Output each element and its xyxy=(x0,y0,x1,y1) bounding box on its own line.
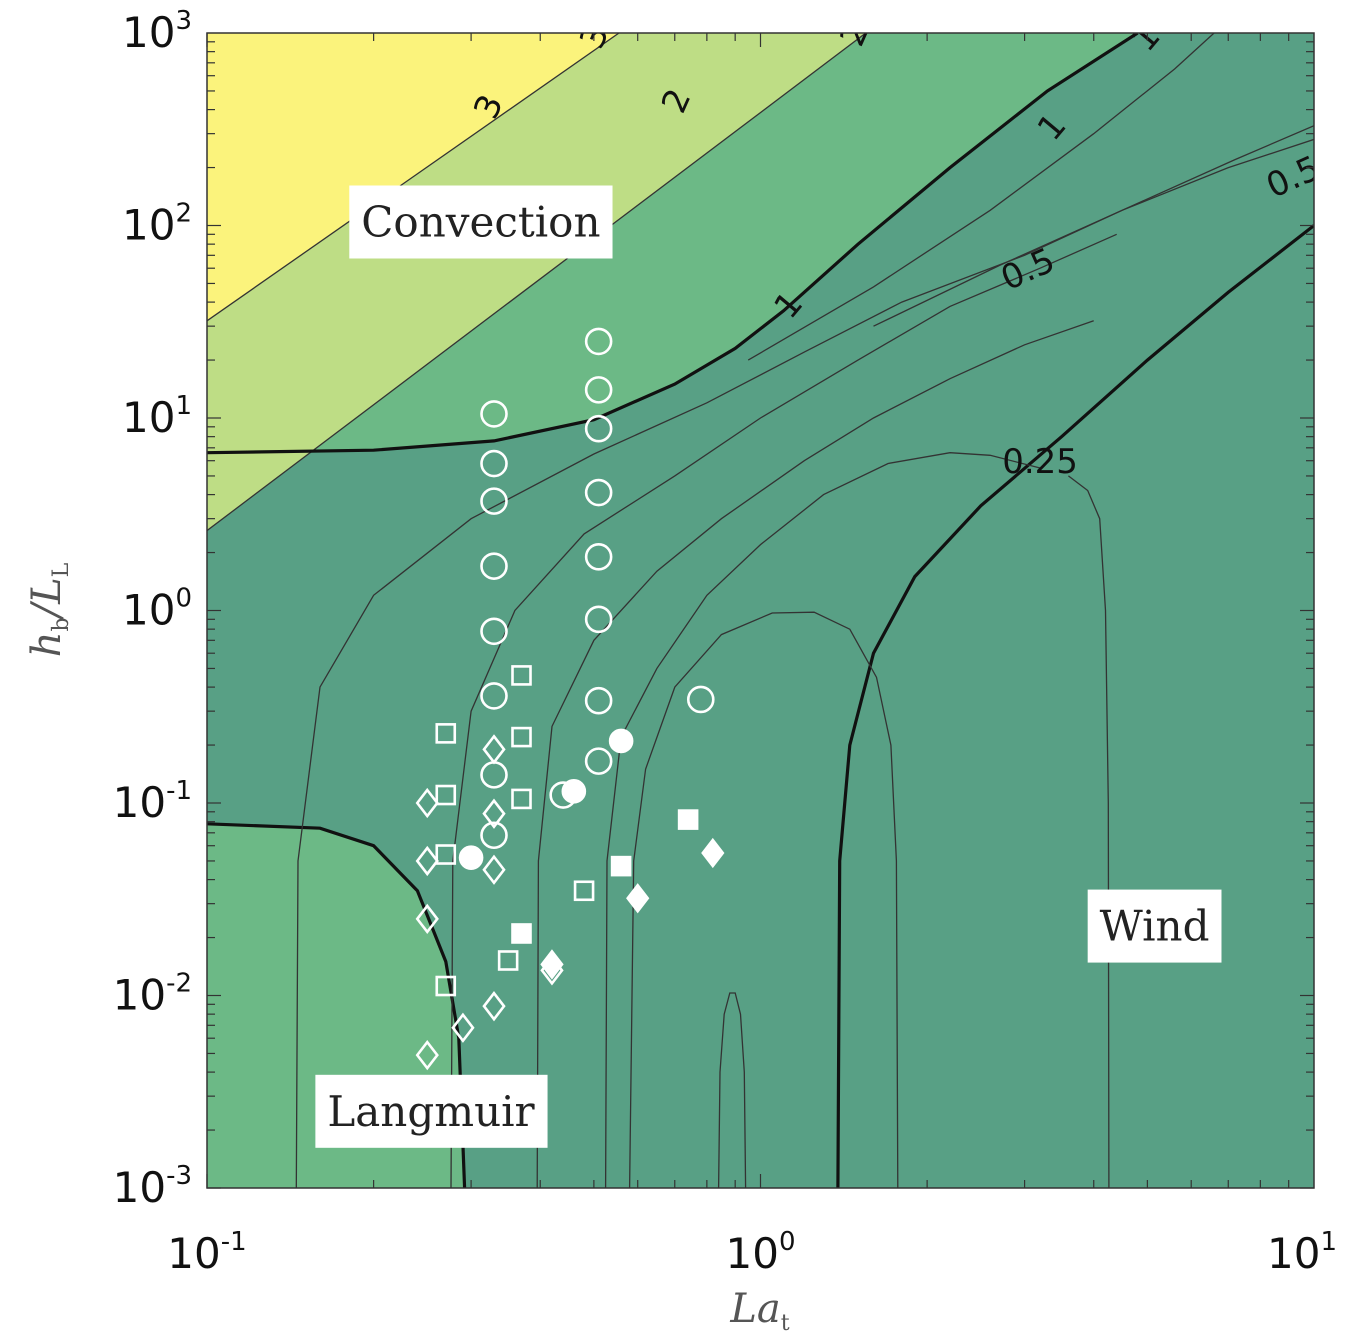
marker-diamond-open-3 xyxy=(415,1040,439,1071)
marker-circle-open-14 xyxy=(584,605,613,634)
marker-circle-open-9 xyxy=(584,327,613,356)
marker-circle-filled-0 xyxy=(458,845,484,870)
marker-diamond-open-0 xyxy=(415,787,439,819)
y-tick-label-5: 102 xyxy=(122,199,192,250)
x-tick-label-1: 100 xyxy=(726,1227,796,1278)
marker-circle-open-13 xyxy=(584,543,613,571)
marker-square-open-0 xyxy=(435,723,457,744)
contour-line-1 xyxy=(747,33,1215,361)
y-tick-label-2: 10-1 xyxy=(113,776,192,827)
region-convection: Convection xyxy=(349,185,613,259)
contour-line-arch xyxy=(628,611,899,1188)
marker-diamond-filled-1 xyxy=(626,883,650,914)
marker-circle-open-10 xyxy=(584,376,613,404)
marker-circle-open-1 xyxy=(480,449,508,478)
marker-square-open-7 xyxy=(497,950,519,971)
marker-diamond-filled-2 xyxy=(701,837,725,869)
region-label-2: Wind xyxy=(1100,902,1210,951)
x-axis-label: Lat xyxy=(729,1286,789,1333)
marker-diamond-open-5 xyxy=(482,734,506,765)
y-axis-label: hb/LL xyxy=(24,562,74,657)
x-tick-label-0: 10-1 xyxy=(167,1227,246,1278)
x-tick-labels: 10-1 100 101 xyxy=(167,1227,1337,1278)
marker-diamond-open-7 xyxy=(482,854,506,885)
region-wind: Wind xyxy=(1087,889,1222,963)
y-tick-label-0: 10-3 xyxy=(113,1161,192,1212)
y-tick-label-1: 10-2 xyxy=(113,969,192,1020)
contour-label-9: 0.25 xyxy=(1002,442,1078,482)
marker-circle-open-2 xyxy=(480,487,508,515)
contour-lines xyxy=(207,33,1314,1188)
marker-circle-open-17 xyxy=(686,685,715,714)
marker-circle-open-7 xyxy=(480,821,508,850)
marker-square-open-1 xyxy=(435,784,457,806)
contour-line-thick-wind xyxy=(836,224,1314,1188)
contour-line-3b xyxy=(207,33,867,532)
marker-diamond-open-1 xyxy=(415,845,439,877)
contour-line-0-25-right xyxy=(1068,475,1110,1188)
marker-circle-open-16 xyxy=(584,747,613,775)
contour-line-small-arch xyxy=(717,992,747,1188)
marker-circle-filled-2 xyxy=(608,728,634,754)
marker-circle-open-12 xyxy=(584,478,613,507)
region-langmuir: Langmuir xyxy=(315,1074,548,1148)
contour-line-curve-1 xyxy=(295,138,1314,1188)
contour-line-curve-4 xyxy=(604,452,1041,1188)
marker-circle-open-5 xyxy=(480,682,508,710)
marker-diamond-open-4 xyxy=(451,1012,475,1043)
marker-circle-open-11 xyxy=(584,414,613,443)
y-tick-labels: 10-3 10-2 10-1 100 101 102 103 xyxy=(113,6,192,1212)
y-tick-label-4: 101 xyxy=(122,391,192,442)
y-tick-label-3: 100 xyxy=(122,584,192,635)
contour-line-thick-upper xyxy=(207,33,1139,455)
marker-square-filled-0 xyxy=(511,923,532,944)
marker-diamond-filled-0 xyxy=(540,949,564,980)
y-tick-label-6: 103 xyxy=(122,6,192,57)
marker-circle-filled-1 xyxy=(561,779,587,804)
marker-square-open-4 xyxy=(511,665,532,686)
marker-square-open-6 xyxy=(511,788,532,810)
marker-square-open-8 xyxy=(573,880,595,902)
region-label-0: Convection xyxy=(361,198,600,247)
marker-circle-open-3 xyxy=(480,552,508,580)
marker-diamond-open-6 xyxy=(482,798,506,829)
region-label-1: Langmuir xyxy=(327,1087,535,1136)
marker-square-filled-1 xyxy=(610,855,632,877)
region-labels: Convection Langmuir Wind xyxy=(315,185,1222,1148)
marker-square-open-3 xyxy=(435,975,457,997)
marker-diamond-open-8 xyxy=(482,991,506,1022)
contour-line-thick-langmuir xyxy=(207,822,467,1188)
marker-square-open-2 xyxy=(435,844,457,865)
contour-line-3 xyxy=(207,33,620,322)
contour-line-curve-2 xyxy=(450,233,1117,1188)
minor-ticks xyxy=(206,33,1314,1189)
marker-circle-open-4 xyxy=(480,617,508,646)
marker-circle-open-15 xyxy=(584,686,613,715)
data-markers xyxy=(415,327,725,1071)
marker-diamond-open-2 xyxy=(415,903,439,935)
contour-line-curve-3 xyxy=(536,320,1094,1188)
marker-square-open-5 xyxy=(511,726,532,748)
marker-circle-open-0 xyxy=(480,400,508,428)
x-tick-label-2: 101 xyxy=(1267,1227,1337,1278)
marker-square-filled-2 xyxy=(677,809,699,830)
